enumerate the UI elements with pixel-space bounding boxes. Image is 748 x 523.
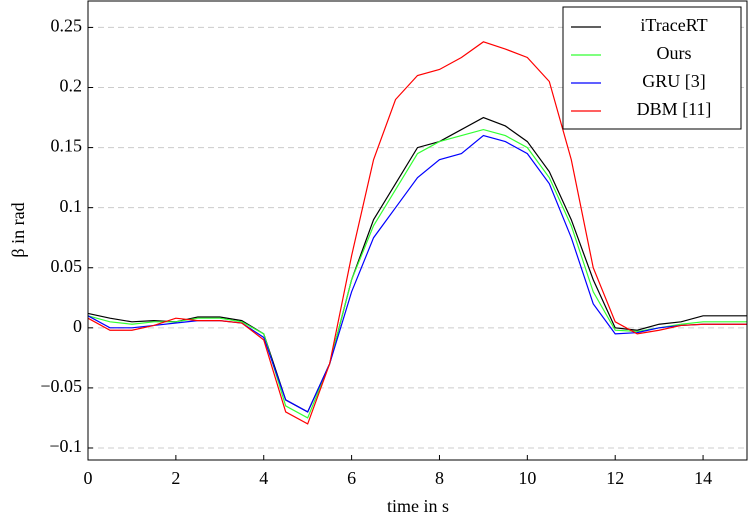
series-line	[87, 128, 747, 419]
legend-label: iTraceRT	[640, 15, 707, 35]
series-line	[87, 134, 747, 413]
legend-label: GRU [3]	[642, 71, 706, 91]
legend-label: Ours	[657, 43, 692, 63]
y-tick-label: −0.1	[49, 436, 82, 456]
x-tick-label: 0	[84, 468, 93, 488]
series-line	[87, 116, 747, 413]
x-tick-label: 4	[259, 468, 268, 488]
series-line	[87, 41, 747, 425]
y-tick-label: −0.05	[40, 376, 82, 396]
y-tick-label: 0.15	[51, 136, 83, 156]
y-tick-label: 0.25	[51, 16, 83, 36]
y-axis-label: β in rad	[8, 202, 28, 257]
legend-label: DBM [11]	[637, 99, 712, 119]
x-tick-label: 12	[606, 468, 624, 488]
plot-frame	[87, 0, 748, 461]
x-tick-label: 10	[518, 468, 536, 488]
y-tick-label: 0.1	[60, 196, 83, 216]
y-tick-label: 0.05	[51, 256, 83, 276]
x-tick-label: 2	[171, 468, 180, 488]
legend-box	[562, 6, 742, 130]
y-tick-label: 0	[73, 316, 82, 336]
x-tick-label: 6	[347, 468, 356, 488]
y-tick-label: 0.2	[60, 76, 83, 96]
x-tick-label: 14	[694, 468, 712, 488]
x-tick-label: 8	[435, 468, 444, 488]
x-axis-label: time in s	[387, 496, 449, 516]
